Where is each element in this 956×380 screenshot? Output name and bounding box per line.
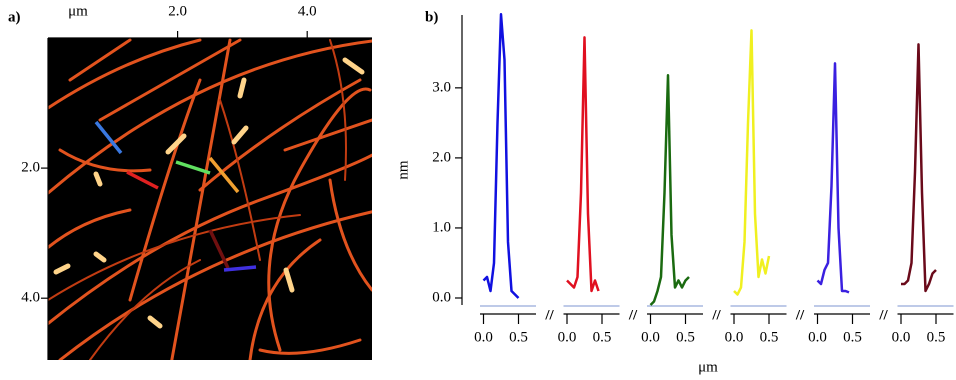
profile-line [816, 62, 850, 294]
y-tick-label: 2.0 [432, 149, 451, 165]
axis-break: // [544, 307, 554, 323]
x-axis-label: μm [68, 3, 88, 19]
profile-line [566, 36, 600, 293]
x-tick-label: 0.0 [558, 329, 577, 345]
y-tick-label: 4.0 [21, 290, 40, 306]
x-tick-label: 0.0 [641, 329, 660, 345]
profile-line [649, 73, 690, 306]
x-axis-label: μm [698, 359, 718, 375]
y-tick-label: 0.0 [432, 289, 451, 305]
profile-line [482, 13, 520, 299]
y-tick-label: 1.0 [432, 219, 451, 235]
fibers [48, 38, 372, 360]
x-tick-label: 0.5 [593, 329, 612, 345]
panel-label: a) [8, 9, 21, 25]
x-tick-label: 0.5 [676, 329, 695, 345]
x-tick-label: 0.5 [509, 329, 528, 345]
x-tick-label: 0.5 [760, 329, 779, 345]
axis-break: // [711, 307, 721, 323]
profile-line [733, 29, 771, 296]
axis-break: // [878, 307, 888, 323]
afm-image [48, 38, 372, 360]
x-tick-label: 0.0 [892, 329, 911, 345]
x-tick-label: 0.5 [843, 329, 862, 345]
x-tick-label: 0.5 [927, 329, 946, 345]
y-tick-label: 3.0 [432, 79, 451, 95]
profile-line [901, 43, 937, 293]
panel-label: b) [425, 9, 438, 25]
x-tick-label: 0.0 [474, 329, 493, 345]
x-tick-label: 0.0 [808, 329, 827, 345]
axis-break: // [795, 307, 805, 323]
y-axis-label: nm [395, 160, 411, 180]
axis-break: // [628, 307, 638, 323]
x-tick-label: 0.0 [725, 329, 744, 345]
y-tick-label: 2.0 [21, 160, 40, 176]
x-tick-label: 4.0 [298, 3, 317, 19]
profile-lines [94, 120, 257, 272]
x-tick-label: 2.0 [168, 3, 187, 19]
